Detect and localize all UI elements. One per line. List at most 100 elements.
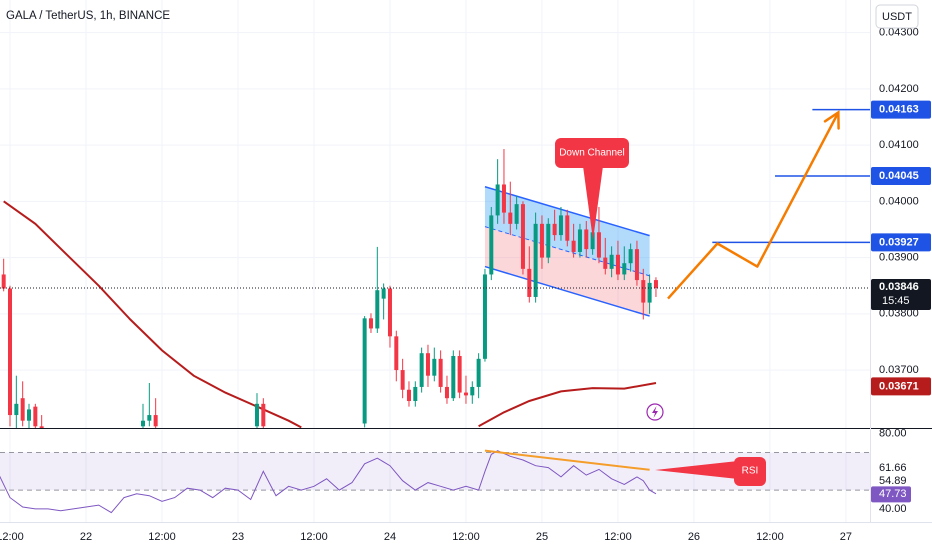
candle-body [527,268,532,297]
rsi-last-label: 47.73 [879,488,907,500]
candle-body [33,406,38,427]
down-channel-callout: Down Channel [555,138,629,240]
candle-body [394,336,399,371]
x-tick-label: 12:00 [0,531,24,543]
level-label: 0.04163 [879,104,919,116]
y-tick-label: 0.04200 [879,83,919,95]
candle-body [463,392,468,396]
candle-body [432,358,437,376]
x-tick-label: 12:00 [300,531,328,543]
rsi-last-box [871,486,911,503]
candle-body [470,386,475,396]
y-tick-label: 0.03800 [879,308,919,320]
candle-body [552,223,557,236]
candle-body [615,254,620,275]
x-tick-label: 12:00 [452,531,480,543]
candle-body [647,282,652,303]
rsi-tick-label: 61.66 [879,462,907,474]
y-tick-label: 0.03900 [879,251,919,263]
last-price-label: 0.03846 [879,281,919,293]
candle-body [520,204,525,269]
candle-body [400,370,405,390]
x-tick-label: 25 [536,531,548,543]
candle-body [482,274,487,359]
candle-body [425,353,430,376]
price-pane [0,0,870,428]
ma-label-box [871,377,931,396]
candle-body [406,389,411,402]
currency-box[interactable] [875,4,919,29]
candle-body [546,223,551,258]
candle-body [381,288,386,299]
candle-body [533,223,538,297]
candle-body [558,215,563,236]
candle-body [27,409,32,421]
candle-body [501,184,506,213]
level-label: 0.04045 [879,170,919,182]
candle-body [20,398,25,421]
y-tick-label: 0.04300 [879,27,919,39]
candle-body [14,403,19,416]
candle-body [577,229,582,252]
candle-body [476,358,481,387]
candle-body [444,386,449,399]
projection-path [667,111,840,300]
rsi-tick-label: 54.89 [879,475,907,487]
candle-body [634,249,639,281]
candle-body [254,403,259,427]
currency-label[interactable]: USDT [882,11,912,23]
x-tick-label: 24 [384,531,396,543]
callout-pointer [583,166,603,240]
rsi-tick-label: 40.00 [879,503,907,515]
candle-body [140,420,145,427]
candle-body [584,229,589,250]
candle-body [375,290,380,329]
candle-body [413,386,418,402]
channel-lower-fill [484,226,650,317]
axes: 12:00 22 12:00 23 12:00 24 12:00 25 12:00 26 12:00… [0,27,931,543]
last-price-box [871,278,931,310]
candle-body [622,263,627,275]
candle-body [539,223,544,258]
callout-text: Down Channel [559,148,625,159]
candle-body [628,249,633,264]
x-tick-label: 27 [840,531,852,543]
candle-body [653,280,658,288]
candle-body [596,232,601,258]
rsi-line [0,450,657,514]
candle-body [419,353,424,387]
level-label: 0.03927 [879,236,919,248]
candle-body [451,356,456,399]
candle-body [508,212,513,224]
candle-body [609,254,614,269]
ma-label: 0.03671 [879,380,919,392]
y-tick-label: 0.04000 [879,195,919,207]
channel-lower [484,265,650,317]
projection-arrowhead [823,110,840,130]
candle-body [387,288,392,337]
candle-body [368,318,373,329]
channel-middle [484,226,650,277]
y-tick-label: 0.04100 [879,139,919,151]
alert-icon[interactable] [646,403,664,421]
candle-body [39,426,44,428]
x-tick-label: 12:00 [148,531,176,543]
callout-text: RSI [742,466,759,477]
callout-box [734,457,766,486]
candle-body [489,215,494,275]
x-tick-label: 12:00 [756,531,784,543]
symbol-title: GALA / TetherUS, 1h, BINANCE [6,10,170,22]
candle-body [495,184,500,216]
candle-body [147,415,152,421]
callout-box [555,138,629,168]
candle-body [603,257,608,269]
alert-bolt[interactable] [652,406,658,418]
candle-body [514,204,519,224]
candle-body [641,280,646,303]
candle-body [8,288,13,416]
candle-body [153,415,158,427]
moving-average-line [3,200,657,428]
candle-body [571,240,576,252]
callout-pointer [655,461,738,479]
